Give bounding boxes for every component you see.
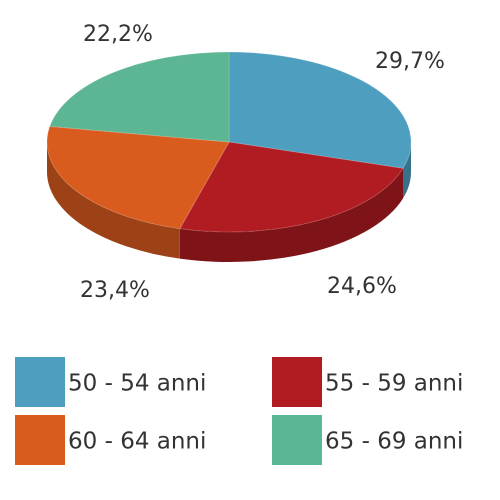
slice-side	[403, 142, 411, 199]
legend-swatch	[15, 415, 65, 465]
legend-swatch	[272, 415, 322, 465]
slice	[46, 125, 230, 230]
legend-label: 50 - 54 anni	[68, 371, 206, 397]
slice	[228, 51, 412, 169]
value-label: 22,2%	[83, 22, 153, 47]
value-label: 23,4%	[80, 278, 150, 303]
legend-swatch	[15, 357, 65, 407]
value-label: 29,7%	[375, 49, 445, 74]
value-label: 24,6%	[327, 274, 397, 299]
legend-label: 55 - 59 anni	[325, 371, 463, 397]
legend-label: 60 - 64 anni	[68, 429, 206, 455]
legend-swatch	[272, 357, 322, 407]
legend-label: 65 - 69 anni	[325, 429, 463, 455]
slice-side	[179, 168, 404, 262]
slice	[179, 141, 404, 233]
slice	[49, 51, 230, 143]
slice-side	[47, 142, 180, 259]
